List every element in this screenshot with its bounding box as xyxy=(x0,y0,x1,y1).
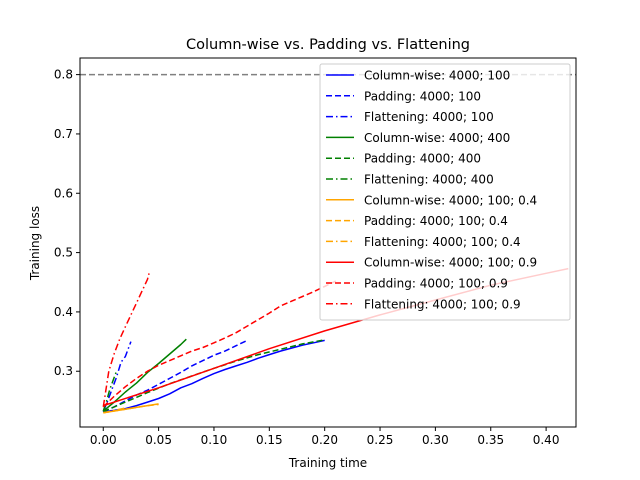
series-line-8 xyxy=(103,403,159,414)
x-tick-label: 0.25 xyxy=(367,433,394,447)
plot-frame xyxy=(79,57,577,428)
legend-label: Padding: 4000; 100; 0.4 xyxy=(364,214,508,228)
legend-label: Padding: 4000; 100; 0.9 xyxy=(364,277,508,291)
series-line-3 xyxy=(102,341,132,412)
series-line-1 xyxy=(103,339,325,413)
series-line-12 xyxy=(102,270,151,407)
legend-label: Flattening: 4000; 100; 0.9 xyxy=(364,297,521,311)
legend-label: Column-wise: 4000; 100; 0.9 xyxy=(364,256,537,270)
y-tick-label: 0.7 xyxy=(54,127,73,141)
series-line-6 xyxy=(102,370,118,412)
x-tick-label: 0.00 xyxy=(90,433,117,447)
legend-label: Column-wise: 4000; 400 xyxy=(364,131,510,145)
y-axis-label: Training loss xyxy=(28,206,42,281)
legend-label: Column-wise: 4000; 100; 0.4 xyxy=(364,193,537,207)
legend-label: Padding: 4000; 100 xyxy=(364,89,481,103)
legend-label: Flattening: 4000; 100 xyxy=(364,110,494,124)
y-axis-ticks: 0.3 0.4 0.5 0.6 0.7 0.8 xyxy=(54,68,80,378)
series-line-9 xyxy=(103,407,126,414)
y-tick-label: 0.8 xyxy=(54,68,73,82)
y-tick-label: 0.5 xyxy=(54,246,73,260)
legend-label: Flattening: 4000; 400 xyxy=(364,173,494,187)
y-tick-label: 0.3 xyxy=(54,364,73,378)
x-tick-label: 0.15 xyxy=(256,433,283,447)
x-tick-label: 0.20 xyxy=(311,433,338,447)
legend-label: Flattening: 4000; 100; 0.4 xyxy=(364,235,521,249)
x-tick-label: 0.30 xyxy=(422,433,449,447)
y-tick-label: 0.6 xyxy=(54,186,73,200)
x-tick-label: 0.40 xyxy=(533,433,560,447)
series-line-11 xyxy=(102,280,337,408)
chart-title: Column-wise vs. Padding vs. Flattening xyxy=(186,37,470,53)
legend: Column-wise: 4000; 100 Padding: 4000; 100… xyxy=(319,63,571,321)
x-axis-ticks: 0.00 0.05 0.10 0.15 0.20 0.25 0.30 0.35 0.40 xyxy=(90,427,560,447)
x-tick-label: 0.35 xyxy=(477,433,504,447)
legend-label: Column-wise: 4000; 100 xyxy=(364,69,510,83)
legend-box xyxy=(319,63,571,321)
series-layer xyxy=(102,267,569,414)
x-axis-label: Training time xyxy=(288,456,367,470)
series-line-4 xyxy=(102,338,187,412)
y-tick-label: 0.4 xyxy=(54,305,73,319)
x-tick-label: 0.10 xyxy=(201,433,228,447)
x-tick-label: 0.05 xyxy=(145,433,172,447)
plot-area xyxy=(80,73,576,414)
legend-entries: Column-wise: 4000; 100 Padding: 4000; 100… xyxy=(326,69,537,311)
legend-label: Padding: 4000; 400 xyxy=(364,152,481,166)
